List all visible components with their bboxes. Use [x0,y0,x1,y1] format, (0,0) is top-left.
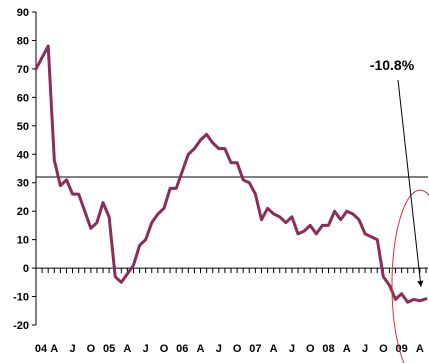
y-tick-label: 80 [17,35,29,47]
x-tick-label: 07 [249,343,261,355]
x-tick-label: 08 [322,343,334,355]
x-tick-label: 04 [35,343,48,355]
x-tick-label: J [70,343,76,355]
x-tick-label: A [50,343,58,355]
x-tick-label: A [123,343,131,355]
x-tick-label: A [343,343,351,355]
y-tick-label: 20 [17,206,29,218]
x-tick-label: 05 [103,343,115,355]
x-tick-label: O [87,343,96,355]
x-tick-label: O [233,343,242,355]
x-tick-labels: 04 A J O 05 A J O 06 A J O 07 A J O 08 A J O 09 A [35,343,424,355]
y-tick-label: 30 [17,178,29,190]
y-tick-labels: -20 -10 0 10 20 30 40 50 60 70 80 90 [13,7,29,332]
x-tick-label: 06 [176,343,188,355]
x-tick-label: J [289,343,295,355]
x-tick-label: J [362,343,368,355]
series-line [34,44,428,304]
x-tick-label: 09 [396,343,408,355]
x-tick-label: J [216,343,222,355]
x-tick-label: J [143,343,149,355]
x-tick-label: O [379,343,388,355]
y-tick-label: 50 [17,121,29,133]
x-tick-label: A [416,343,424,355]
y-tick-label: 90 [17,7,29,19]
x-tick-label: O [306,343,315,355]
x-tick-label: A [270,343,278,355]
y-tick-label: 10 [17,235,29,247]
x-tick-marks [35,268,427,274]
y-tick-label: -20 [13,320,29,332]
series-layer [34,44,428,304]
y-tick-label: -10 [13,292,29,304]
y-tick-label: 70 [17,64,29,76]
annotation-label: -10.8% [370,57,415,73]
annotation-arrow [397,79,424,287]
y-tick-label: 60 [17,92,29,104]
x-tick-label: O [160,343,169,355]
y-tick-label: 40 [17,149,29,161]
y-tick-marks [32,11,36,326]
x-tick-label: A [197,343,205,355]
y-tick-label: 0 [23,263,29,275]
highlight-ellipse [391,189,429,363]
